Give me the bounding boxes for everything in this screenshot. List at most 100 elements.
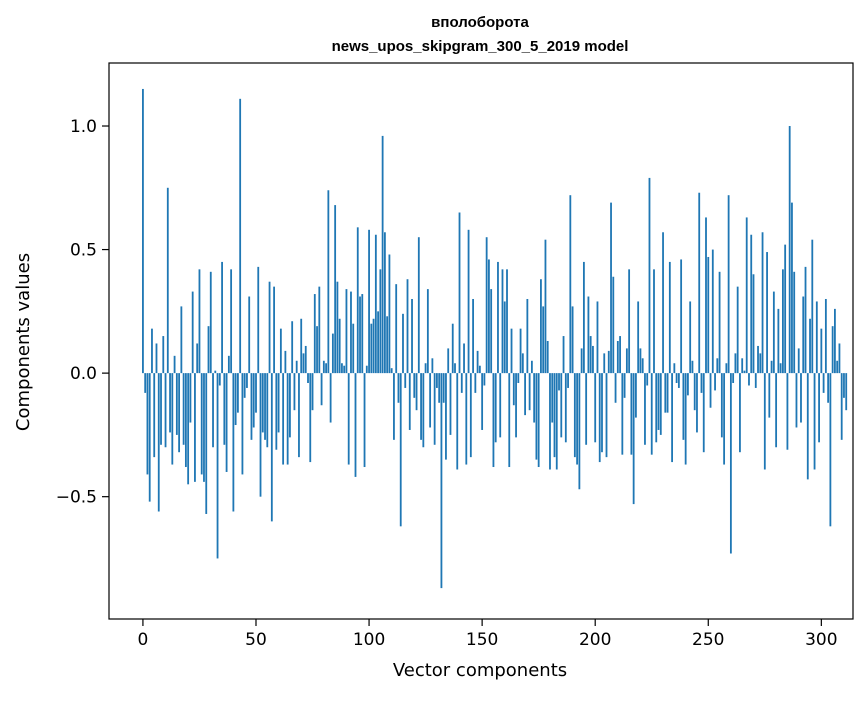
bar	[445, 373, 447, 460]
bar	[601, 373, 603, 453]
bar	[736, 286, 739, 374]
bar	[456, 373, 459, 470]
bar	[526, 298, 529, 374]
bar	[293, 373, 296, 411]
bar	[187, 373, 190, 485]
bar	[372, 318, 375, 374]
bar	[711, 249, 714, 374]
bar	[429, 373, 432, 428]
plot-area-frame	[108, 62, 854, 620]
y-tick-label: 0.5	[70, 241, 97, 261]
x-tick-label: 250	[692, 630, 724, 650]
bar	[587, 296, 590, 374]
bar	[282, 373, 285, 465]
bar	[393, 373, 395, 440]
bar	[845, 373, 848, 411]
bar	[264, 373, 266, 440]
bar	[576, 373, 579, 465]
bar	[207, 326, 210, 374]
bar	[818, 373, 820, 443]
bar	[682, 373, 685, 440]
bar	[560, 373, 563, 438]
bar	[402, 313, 404, 374]
bar	[194, 373, 196, 482]
bar	[506, 269, 508, 374]
bar	[463, 343, 465, 374]
bar	[677, 373, 680, 388]
bar	[763, 373, 766, 470]
bar	[212, 373, 214, 448]
bar	[417, 237, 420, 374]
bar	[836, 360, 839, 374]
bar	[578, 373, 581, 490]
bar	[675, 373, 678, 383]
bar	[750, 234, 753, 374]
bar	[815, 301, 818, 374]
bar	[824, 298, 827, 374]
bar	[431, 358, 434, 374]
bar	[331, 333, 334, 374]
bar	[673, 363, 676, 374]
bar	[707, 256, 710, 374]
bar	[650, 373, 653, 455]
bar	[499, 373, 502, 438]
bar	[171, 373, 174, 465]
bar	[752, 274, 755, 374]
bar	[806, 373, 809, 480]
bar	[553, 373, 556, 458]
bar	[180, 306, 183, 374]
bar	[257, 266, 260, 374]
bar	[343, 365, 346, 374]
bar	[465, 373, 468, 465]
bar	[745, 217, 748, 374]
bar	[268, 281, 271, 374]
bar	[680, 259, 683, 374]
bar	[653, 269, 655, 374]
bar	[476, 350, 479, 374]
bar	[374, 234, 377, 374]
bar	[214, 370, 217, 374]
bar	[322, 360, 325, 374]
bar-series	[142, 88, 848, 589]
bar	[757, 345, 759, 374]
bar	[700, 373, 703, 393]
bar	[549, 373, 551, 470]
bar	[592, 345, 594, 374]
bar	[720, 373, 723, 438]
bar	[791, 202, 793, 374]
bar	[146, 373, 149, 475]
bar	[338, 318, 341, 374]
bar	[311, 373, 314, 411]
bar	[415, 373, 418, 411]
bar	[639, 348, 642, 374]
bar	[173, 355, 176, 374]
bar	[148, 373, 151, 502]
bar	[508, 373, 511, 468]
bar	[230, 269, 233, 374]
bar	[666, 373, 669, 413]
bar	[164, 373, 167, 448]
bar	[151, 328, 153, 374]
bar	[449, 373, 452, 435]
bar	[490, 289, 493, 374]
bar	[266, 373, 269, 448]
bar	[261, 373, 264, 433]
bar	[702, 373, 705, 453]
bar	[698, 192, 701, 374]
bar	[657, 373, 660, 430]
bar	[723, 373, 726, 465]
bar	[503, 301, 506, 374]
bar	[761, 232, 764, 374]
y-tick-label: 0.0	[70, 364, 97, 384]
bar	[630, 373, 633, 455]
bar	[797, 348, 800, 374]
bar	[460, 373, 463, 393]
bar	[200, 373, 203, 475]
bar	[304, 345, 307, 374]
bar	[196, 343, 199, 374]
bar	[469, 373, 472, 458]
bar	[671, 373, 673, 463]
bar	[426, 289, 429, 374]
bar	[612, 276, 615, 374]
